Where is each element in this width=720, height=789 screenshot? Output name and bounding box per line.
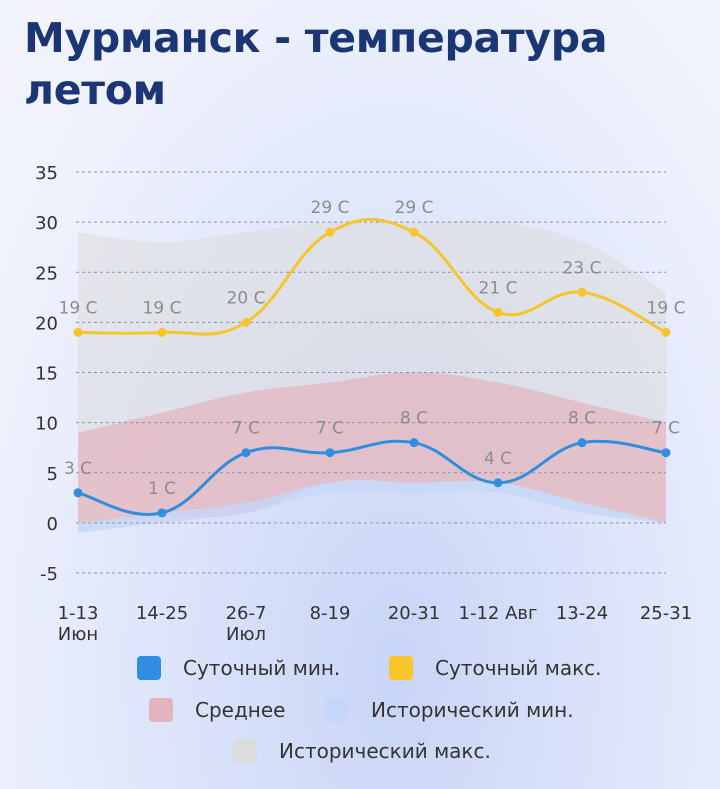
daily-min-point bbox=[409, 438, 419, 448]
daily-min-point bbox=[241, 448, 251, 458]
daily-min-data-label: 7 C bbox=[652, 419, 680, 439]
legend-label-daily-max: Суточный макс. bbox=[435, 656, 602, 680]
y-tick-label: 30 bbox=[35, 213, 58, 234]
y-tick-label: -5 bbox=[40, 564, 58, 585]
daily-max-point bbox=[409, 227, 419, 237]
x-tick-label: 14-25 bbox=[136, 603, 188, 624]
daily-max-point bbox=[73, 327, 83, 337]
daily-max-point bbox=[661, 327, 671, 337]
y-tick-label: 25 bbox=[35, 263, 58, 284]
daily-min-data-label: 7 C bbox=[232, 419, 260, 439]
daily-max-data-label: 23 C bbox=[563, 258, 602, 278]
historic-min-area bbox=[78, 480, 666, 533]
y-tick-label: 10 bbox=[35, 414, 58, 435]
legend-label-average: Среднее bbox=[195, 698, 286, 722]
y-tick-label: 15 bbox=[35, 364, 58, 385]
daily-min-point bbox=[157, 508, 167, 518]
daily-max-point bbox=[241, 317, 251, 327]
x-tick-label: 13-24 bbox=[556, 603, 608, 624]
legend-historic-min: Исторический мин. bbox=[325, 698, 574, 722]
legend-swatch-average bbox=[149, 698, 173, 722]
legend-label-historic-max: Исторический макс. bbox=[279, 739, 491, 763]
daily-max-line bbox=[77, 217, 667, 336]
y-tick-label: 0 bbox=[47, 514, 58, 535]
x-tick-label: 20-31 bbox=[388, 603, 440, 624]
daily-max-data-label: 29 C bbox=[395, 198, 434, 218]
daily-max-point bbox=[577, 287, 587, 297]
daily-max-point bbox=[157, 327, 167, 337]
daily-min-line bbox=[77, 439, 667, 516]
legend-swatch-daily-max bbox=[389, 656, 413, 680]
daily-max-data-label: 20 C bbox=[227, 288, 266, 308]
daily-max-point bbox=[325, 227, 335, 237]
legend-daily-min: Суточный мин. bbox=[137, 656, 340, 680]
temperature-chart: 35 30 25 20 15 10 5 0 -51-13 Июн 14-25 26-7 Июл 8-19 2… bbox=[35, 163, 692, 645]
legend-daily-max: Суточный макс. bbox=[389, 656, 602, 680]
daily-max-point bbox=[493, 307, 503, 317]
legend-swatch-historic-max bbox=[233, 739, 257, 763]
daily-max-data-label: 21 C bbox=[479, 278, 518, 298]
daily-min-point bbox=[325, 448, 335, 458]
legend-historic-max: Исторический макс. bbox=[233, 739, 491, 763]
x-tick-label: 8-19 bbox=[310, 603, 351, 624]
daily-min-data-label: 8 C bbox=[568, 409, 596, 429]
daily-min-data-label: 4 C bbox=[484, 449, 512, 469]
daily-max-data-label: 19 C bbox=[143, 298, 182, 318]
legend-swatch-historic-min bbox=[325, 698, 349, 722]
chart-title: Мурманск - температура летом bbox=[24, 14, 608, 114]
daily-min-data-label: 8 C bbox=[400, 409, 428, 429]
y-tick-label: 20 bbox=[35, 313, 58, 334]
daily-min-data-label: 1 C bbox=[148, 479, 176, 499]
daily-max-data-label: 19 C bbox=[647, 298, 686, 318]
x-tick-label: 26-7 Июл bbox=[226, 603, 267, 645]
daily-min-data-label: 3 C bbox=[64, 459, 92, 479]
legend-swatch-daily-min bbox=[137, 656, 161, 680]
daily-max-data-label: 19 C bbox=[59, 298, 98, 318]
average-area bbox=[78, 372, 666, 523]
daily-min-point bbox=[73, 488, 83, 498]
daily-max-data-label: 29 C bbox=[311, 198, 350, 218]
y-tick-label: 35 bbox=[35, 163, 58, 184]
daily-min-point bbox=[577, 438, 587, 448]
daily-min-data-label: 7 C bbox=[316, 419, 344, 439]
daily-min-point bbox=[661, 448, 671, 458]
legend-label-daily-min: Суточный мин. bbox=[183, 656, 341, 680]
daily-min-point bbox=[493, 478, 503, 488]
legend-average: Среднее bbox=[149, 698, 285, 722]
legend-label-historic-min: Исторический мин. bbox=[371, 698, 574, 722]
x-tick-label: 25-31 bbox=[640, 603, 692, 624]
x-tick-label: 1-13 Июн bbox=[58, 603, 99, 645]
y-tick-label: 5 bbox=[47, 464, 58, 485]
x-tick-label: 1-12 Авг bbox=[459, 603, 538, 624]
